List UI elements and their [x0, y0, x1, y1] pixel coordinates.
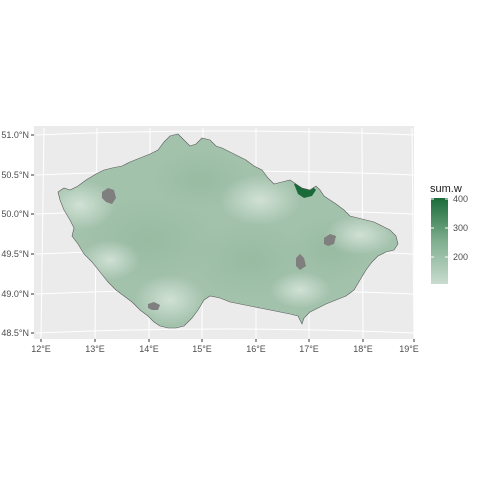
- y-tick-label: 49.5°N: [1, 249, 29, 259]
- y-tick-label: 51.0°N: [1, 130, 29, 140]
- y-tick-label: 49.0°N: [1, 289, 29, 299]
- x-tick-label: 12°E: [31, 344, 51, 354]
- na-area-olomouc: [324, 234, 336, 246]
- legend-colorbar: [431, 198, 448, 284]
- legend: sum.w 200 300 400: [430, 183, 468, 284]
- x-tick-label: 17°E: [299, 344, 319, 354]
- x-axis: 12°E 13°E 14°E 15°E 16°E 17°E 18°E 19°E: [31, 339, 419, 354]
- na-area-plzen: [102, 188, 116, 204]
- legend-title: sum.w: [430, 183, 462, 195]
- legend-break-label: 400: [453, 194, 468, 204]
- y-tick-label: 48.5°N: [1, 328, 29, 338]
- na-area-brno: [296, 254, 306, 270]
- y-tick-label: 50.5°N: [1, 170, 29, 180]
- x-tick-label: 16°E: [246, 344, 266, 354]
- legend-break-label: 300: [453, 223, 468, 233]
- x-tick-label: 14°E: [139, 344, 159, 354]
- country-outline: [57, 133, 399, 329]
- x-tick-label: 19°E: [399, 344, 419, 354]
- y-tick-label: 50.0°N: [1, 209, 29, 219]
- na-area-ceske-budejovice: [148, 302, 160, 310]
- y-axis: 48.5°N 49.0°N 49.5°N 50.0°N 50.5°N 51.0°…: [1, 130, 34, 338]
- legend-break-label: 200: [453, 252, 468, 262]
- country-region: [57, 133, 399, 329]
- x-tick-label: 15°E: [192, 344, 212, 354]
- x-tick-label: 18°E: [353, 344, 373, 354]
- x-tick-label: 13°E: [85, 344, 105, 354]
